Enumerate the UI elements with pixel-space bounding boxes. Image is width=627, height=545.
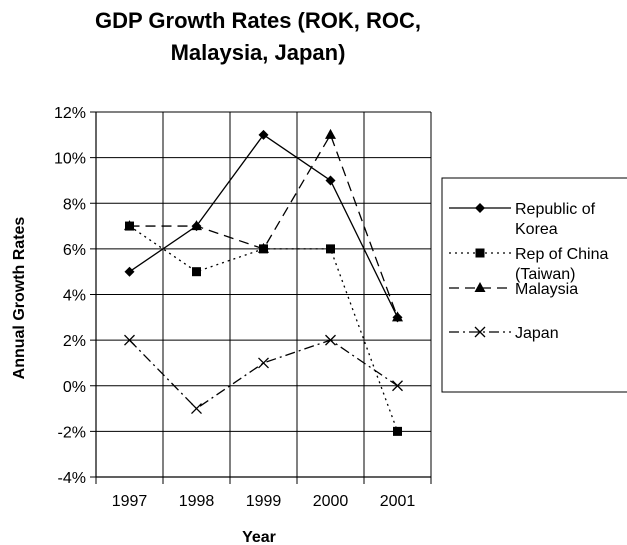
legend-entry: Malaysia (449, 281, 578, 298)
data-point-marker (392, 311, 403, 322)
legend-label: (Taiwan) (515, 266, 575, 283)
data-point-marker (124, 266, 135, 277)
legend-marker (475, 203, 485, 213)
data-point-marker (326, 244, 335, 254)
series-line (129, 339, 398, 410)
legend-entry: Rep of China (Taiwan) (449, 246, 608, 283)
legend-label: Republic of (515, 201, 596, 218)
data-point-marker (124, 334, 135, 346)
data-point-marker (325, 334, 336, 346)
y-tick-label: -4% (58, 470, 86, 487)
legend-label: Japan (515, 325, 559, 342)
x-tick-labels: 1997 1998 1999 2000 2001 (112, 493, 416, 510)
y-axis-title: Annual Growth Rates (11, 217, 28, 380)
y-tick-label: -2% (58, 424, 86, 441)
legend-label: Rep of China (515, 246, 608, 263)
x-tick-label: 1997 (112, 493, 148, 510)
legend-entry: Republic of Korea (449, 201, 596, 238)
series-2 (124, 128, 403, 322)
series-lines (124, 128, 403, 436)
y-tick-label: 4% (63, 288, 86, 305)
y-tick-labels: -4% -2% 0% 2% 4% 6% 8% 10% 12% (54, 105, 86, 487)
gridlines (95, 111, 432, 478)
series-1 (125, 221, 402, 436)
series-3 (124, 334, 403, 415)
legend-label: Malaysia (515, 281, 578, 298)
series-line (129, 225, 399, 432)
chart-title-line-1: GDP Growth Rates (ROK, ROC, (95, 8, 421, 33)
y-tick-label: 12% (54, 105, 86, 122)
legend-marker (475, 248, 485, 258)
series-line (129, 133, 399, 318)
data-point-marker (325, 175, 336, 186)
data-point-marker (191, 403, 202, 415)
legend-box (441, 177, 627, 393)
data-point-marker (325, 128, 336, 139)
x-tick-label: 1999 (246, 493, 282, 510)
legend: Republic of Korea Rep of China (Taiwan)Mala… (441, 177, 627, 393)
y-tick-label: 10% (54, 151, 86, 168)
axes (90, 111, 432, 484)
data-point-marker (258, 357, 269, 369)
y-tick-label: 2% (63, 333, 86, 350)
x-tick-label: 2001 (380, 493, 416, 510)
y-tick-label: 0% (63, 379, 86, 396)
legend-marker (474, 326, 486, 338)
data-point-marker (392, 380, 403, 392)
data-point-marker (124, 220, 135, 231)
data-point-marker (191, 220, 202, 231)
x-tick-label: 1998 (179, 493, 215, 510)
x-axis-title: Year (242, 529, 276, 545)
x-tick-label: 2000 (313, 493, 349, 510)
legend-entry: Japan (449, 325, 559, 342)
data-point-marker (258, 129, 269, 140)
data-point-marker (258, 242, 269, 253)
data-point-marker (393, 426, 402, 436)
chart-title-line-2: Malaysia, Japan) (171, 40, 346, 65)
y-tick-label: 8% (63, 196, 86, 213)
legend-marker (474, 282, 486, 292)
y-tick-label: 6% (63, 242, 86, 259)
data-point-marker (192, 267, 201, 277)
legend-label: Korea (515, 221, 558, 238)
